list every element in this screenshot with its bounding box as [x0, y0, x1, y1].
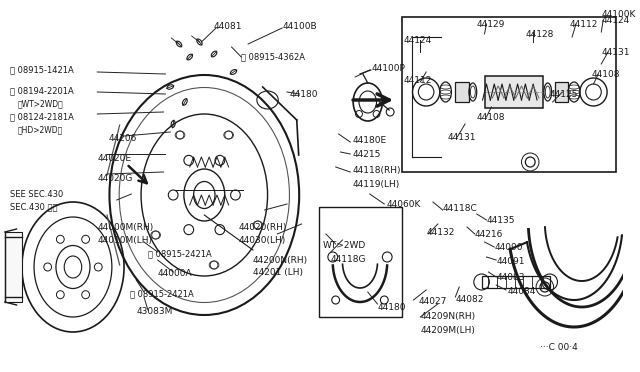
Text: 44209M(LH): 44209M(LH) — [420, 326, 475, 334]
Bar — [319, 207, 402, 317]
Text: Ⓥ 08915-1421A: Ⓥ 08915-1421A — [10, 65, 74, 74]
Text: 44180: 44180 — [378, 302, 406, 311]
Text: Ⓤ 08915-2421A: Ⓤ 08915-2421A — [148, 250, 212, 259]
Bar — [482, 276, 550, 288]
Bar — [5, 232, 22, 302]
Text: 44000A: 44000A — [157, 269, 192, 279]
Text: SEE SEC.430: SEE SEC.430 — [10, 189, 63, 199]
Text: 44119(LH): 44119(LH) — [352, 180, 399, 189]
Text: Ⓥ 08915-4362A: Ⓥ 08915-4362A — [241, 52, 305, 61]
Text: 44027: 44027 — [419, 298, 447, 307]
Text: 44081: 44081 — [214, 22, 243, 31]
Text: 44112: 44112 — [569, 19, 598, 29]
Text: 44180E: 44180E — [352, 135, 387, 144]
Text: 44082: 44082 — [455, 295, 484, 304]
Text: 44124: 44124 — [601, 16, 630, 25]
Text: 44091: 44091 — [496, 257, 525, 266]
Text: 44180: 44180 — [290, 90, 319, 99]
Bar — [455, 82, 469, 102]
Text: 43083M: 43083M — [136, 308, 173, 317]
Text: 44010M(LH): 44010M(LH) — [97, 235, 152, 244]
Text: 44112: 44112 — [404, 76, 432, 84]
Text: 44083: 44083 — [496, 273, 525, 282]
Text: Ⓤ 08915-2421A: Ⓤ 08915-2421A — [131, 289, 194, 298]
Text: 44118(RH): 44118(RH) — [352, 166, 401, 174]
Text: 44124: 44124 — [404, 35, 432, 45]
Text: 44084: 44084 — [508, 288, 536, 296]
Bar — [555, 82, 568, 102]
Text: 44128: 44128 — [525, 29, 554, 38]
Text: ···C 00·4: ···C 00·4 — [540, 343, 578, 352]
Text: Ⓑ 08124-2181A: Ⓑ 08124-2181A — [10, 112, 74, 122]
Text: 44100K: 44100K — [601, 10, 636, 19]
Text: 44118G: 44118G — [331, 256, 366, 264]
Text: 44108: 44108 — [591, 70, 620, 78]
Text: 44206: 44206 — [109, 134, 138, 142]
Text: 〈WT>2WD〉: 〈WT>2WD〉 — [17, 99, 63, 109]
Text: 44060K: 44060K — [387, 199, 420, 208]
Text: 〈HD>2WD〉: 〈HD>2WD〉 — [17, 125, 63, 135]
Text: 44020(RH): 44020(RH) — [238, 222, 287, 231]
Text: 44020E: 44020E — [97, 154, 131, 163]
Text: WT>2WD: WT>2WD — [323, 241, 366, 250]
Text: 44135: 44135 — [486, 215, 515, 224]
Text: 44201 (LH): 44201 (LH) — [253, 269, 303, 278]
Text: 44100B: 44100B — [282, 22, 317, 31]
Text: 44090: 44090 — [494, 244, 523, 253]
Text: SEC.430 参照: SEC.430 参照 — [10, 202, 57, 212]
Text: 44215: 44215 — [352, 150, 381, 158]
Text: 44125: 44125 — [550, 90, 578, 99]
Text: 44100P: 44100P — [372, 64, 406, 73]
Bar — [402, 17, 616, 172]
Text: Ⓑ 08194-2201A: Ⓑ 08194-2201A — [10, 87, 74, 96]
Text: 44209N(RH): 44209N(RH) — [420, 312, 476, 321]
Text: 44118C: 44118C — [443, 203, 477, 212]
Text: 44000M(RH): 44000M(RH) — [97, 222, 154, 231]
Text: 44131: 44131 — [601, 48, 630, 57]
Text: 44216: 44216 — [475, 230, 503, 238]
Text: 44131: 44131 — [447, 132, 476, 141]
Text: 44108: 44108 — [477, 112, 505, 122]
Bar — [484, 76, 543, 108]
Text: 44020G: 44020G — [97, 173, 132, 183]
Text: 44030(LH): 44030(LH) — [238, 235, 285, 244]
Text: 44129: 44129 — [477, 19, 505, 29]
Text: 44200N(RH): 44200N(RH) — [253, 256, 308, 264]
Text: 44132: 44132 — [426, 228, 454, 237]
